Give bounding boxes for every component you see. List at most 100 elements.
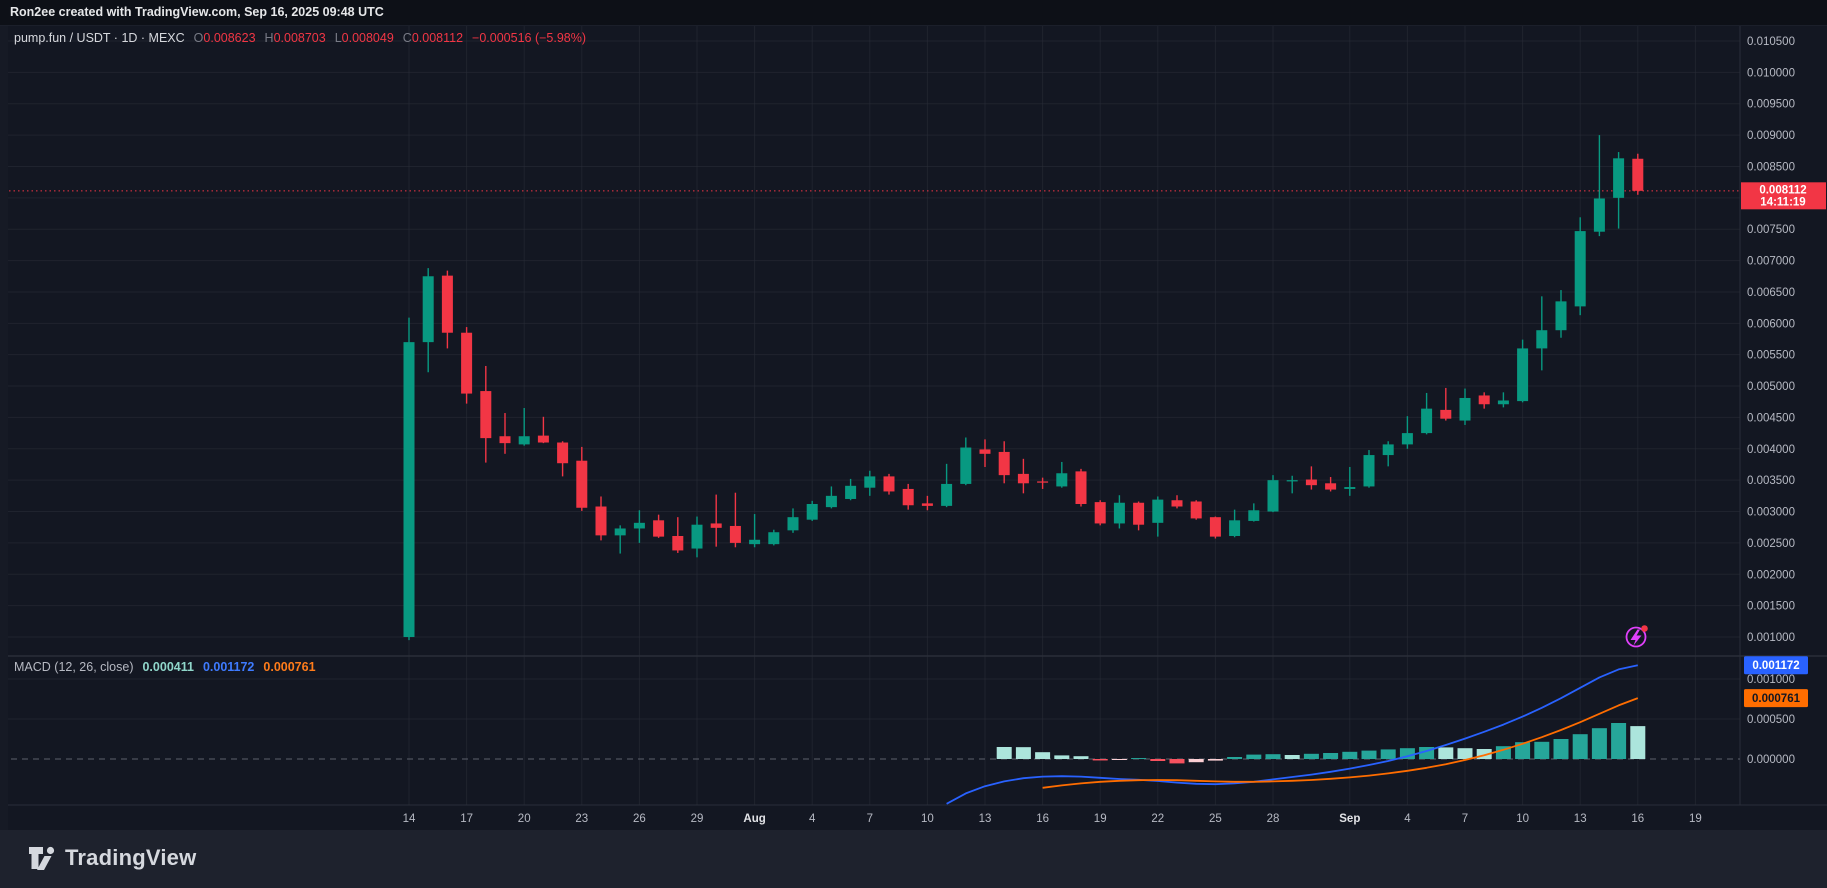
macd-hist-bar	[1591, 728, 1607, 759]
time-tick-label: Sep	[1339, 813, 1360, 825]
macd-hist-bar	[1111, 759, 1127, 760]
svg-text:0.001172: 0.001172	[1752, 660, 1799, 672]
candle	[1113, 502, 1125, 524]
macd-hist-bar	[1630, 726, 1646, 759]
high-value: 0.008703	[273, 31, 326, 45]
time-tick-label: 28	[1267, 813, 1280, 825]
close-label: C	[402, 31, 412, 45]
time-tick-label: 22	[1151, 813, 1164, 825]
symbol-legend[interactable]: pump.fun / USDT · 1D · MEXC O0.008623 H0.0…	[14, 31, 586, 45]
candle	[1017, 473, 1029, 484]
candle	[557, 442, 569, 464]
svg-text:0.006000: 0.006000	[1747, 318, 1795, 330]
event-marker-icon[interactable]	[1625, 625, 1648, 648]
macd-title[interactable]: MACD (12, 26, close)	[14, 660, 134, 674]
chart-canvas[interactable]: 0.010500 0.010000 0.009500 0.009000 0.008500…	[0, 0, 1827, 830]
candle	[768, 532, 780, 545]
macd-hist-bar	[1073, 756, 1089, 759]
candle	[691, 524, 703, 549]
macd-hist-bar	[1035, 752, 1051, 759]
candle	[1536, 330, 1548, 349]
svg-text:0.002500: 0.002500	[1747, 538, 1795, 550]
candle	[422, 276, 434, 343]
macd-hist-bar	[1207, 759, 1223, 761]
svg-text:0.001500: 0.001500	[1747, 601, 1795, 613]
high-label: H	[264, 31, 274, 45]
candle	[1382, 444, 1394, 456]
macd-hist-bar	[1303, 753, 1319, 759]
macd-legend[interactable]: MACD (12, 26, close) 0.000411 0.001172 0.00…	[14, 660, 316, 674]
svg-text:0.004500: 0.004500	[1747, 412, 1795, 424]
attribution-text: Ron2ee created with TradingView.com, Sep…	[10, 5, 384, 19]
time-tick-label: 7	[867, 813, 873, 825]
time-tick-label: Aug	[743, 813, 765, 825]
symbol-title[interactable]: pump.fun / USDT · 1D · MEXC	[14, 31, 185, 45]
macd-badge: 0.001172	[1744, 656, 1808, 675]
candle	[441, 275, 453, 333]
macd-hist-value: 0.000411	[142, 660, 194, 674]
candle	[1478, 395, 1490, 405]
candle	[883, 476, 895, 492]
time-tick-label: 13	[1574, 813, 1587, 825]
macd-hist-bar	[1131, 758, 1147, 760]
svg-text:0.005500: 0.005500	[1747, 350, 1795, 362]
svg-text:0.003500: 0.003500	[1747, 475, 1795, 487]
svg-text:0.010500: 0.010500	[1747, 36, 1795, 48]
candle	[480, 391, 492, 439]
candle	[1593, 198, 1605, 232]
close-value: 0.008112	[411, 31, 464, 45]
macd-hist-bar	[1457, 748, 1473, 759]
candle	[1497, 400, 1509, 405]
candle	[1248, 510, 1260, 521]
candle	[1421, 408, 1433, 434]
candle	[576, 460, 588, 508]
time-tick-label: 14	[403, 813, 416, 825]
change-value: −0.000516 (−5.98%)	[472, 31, 587, 45]
macd-hist-bar	[1399, 748, 1415, 759]
svg-text:0.002000: 0.002000	[1747, 569, 1795, 581]
svg-text:0.010000: 0.010000	[1747, 67, 1795, 79]
attribution-bar: Ron2ee created with TradingView.com, Sep…	[0, 0, 1827, 26]
macd-hist-bar	[1188, 759, 1204, 763]
svg-text:0.009500: 0.009500	[1747, 99, 1795, 111]
svg-text:0.001000: 0.001000	[1747, 632, 1795, 644]
tradingview-logo[interactable]: TradingView	[28, 845, 196, 871]
price-badge-countdown: 14:11:19	[1760, 196, 1805, 208]
time-tick-label: 4	[1404, 813, 1411, 825]
price-badge-value: 0.008112	[1759, 184, 1806, 196]
candle	[921, 503, 933, 506]
tradingview-brand-text: TradingView	[65, 845, 197, 870]
time-axis[interactable]: 14 17 20 23 26 29 Aug 4 7 10 13 16 19 22 25 28 Sep 4 7 10 13…	[403, 813, 1702, 825]
candle	[1325, 483, 1337, 490]
candle	[1229, 520, 1241, 536]
macd-pane[interactable]	[0, 664, 1740, 805]
candle	[1209, 517, 1221, 537]
svg-text:0.000761: 0.000761	[1752, 693, 1801, 705]
svg-text:0.005000: 0.005000	[1747, 381, 1795, 393]
tradingview-logo-icon	[29, 846, 55, 870]
candle	[672, 535, 684, 551]
candle	[653, 520, 665, 537]
macd-line	[946, 664, 1638, 805]
svg-text:0.004000: 0.004000	[1747, 444, 1795, 456]
candle	[518, 436, 530, 445]
candle	[1344, 487, 1356, 489]
macd-signal-value: 0.000761	[263, 660, 316, 674]
macd-hist-bar	[1553, 739, 1569, 759]
candle	[979, 449, 991, 454]
macd-hist-bar	[1515, 742, 1531, 759]
time-tick-label: 10	[921, 813, 934, 825]
candle	[960, 447, 972, 484]
candle	[1517, 348, 1529, 402]
candle	[499, 436, 511, 444]
candle	[941, 483, 953, 506]
time-tick-label: 25	[1209, 813, 1222, 825]
price-pane[interactable]	[403, 135, 1644, 641]
price-axis[interactable]: 0.010500 0.010000 0.009500 0.009000 0.008500…	[1747, 36, 1795, 766]
candle	[1267, 480, 1279, 512]
candle	[864, 476, 876, 488]
candle	[1094, 502, 1106, 524]
candle	[633, 522, 645, 529]
low-label: L	[334, 31, 342, 45]
candle	[461, 332, 473, 394]
